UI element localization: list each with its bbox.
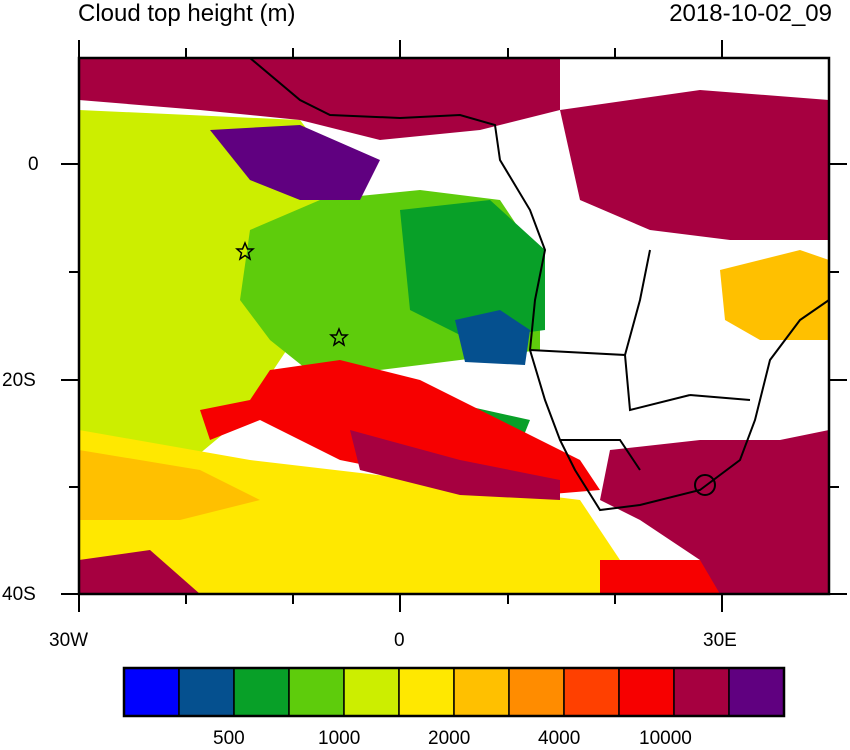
plot-title: Cloud top height (m) bbox=[78, 0, 296, 27]
lon-label: 0 bbox=[394, 630, 405, 651]
cloud-darkgreen bbox=[400, 200, 545, 340]
cloud-crimson-north bbox=[79, 58, 560, 140]
markers bbox=[235, 241, 349, 347]
cloud-crimson-southeast bbox=[600, 430, 829, 594]
lat-label: 40S bbox=[2, 584, 36, 605]
colorbar-frame bbox=[122, 666, 786, 718]
colorbar bbox=[122, 666, 786, 718]
star-marker bbox=[329, 327, 349, 347]
ticks bbox=[61, 40, 847, 612]
colorbar-swatch bbox=[618, 667, 675, 717]
datetime-label: 2018-10-02_09 bbox=[669, 0, 832, 27]
cloud-crimson-band bbox=[350, 430, 560, 500]
cloud-orange-south bbox=[79, 450, 260, 520]
cloud-purple bbox=[210, 125, 380, 200]
colorbar-swatch bbox=[673, 667, 730, 717]
colorbar-label: 4000 bbox=[538, 728, 581, 749]
map-frame bbox=[77, 56, 831, 596]
cloud-yellowgreen bbox=[79, 110, 360, 480]
colorbar-label: 500 bbox=[213, 728, 245, 749]
lat-label: 0 bbox=[28, 154, 39, 175]
colorbar-label: 1000 bbox=[318, 728, 361, 749]
colorbar-swatch bbox=[233, 667, 290, 717]
colorbar-label: 2000 bbox=[428, 728, 471, 749]
cloud-red-southeast bbox=[600, 560, 720, 594]
cloud-crimson-east bbox=[560, 90, 829, 240]
coastline bbox=[249, 58, 829, 512]
colorbar-swatch bbox=[343, 667, 400, 717]
lat-label: 20S bbox=[2, 370, 36, 391]
colorbar-swatch bbox=[563, 667, 620, 717]
cloud-orange-east bbox=[720, 250, 829, 340]
colorbar-swatch bbox=[398, 667, 455, 717]
colorbar-swatch bbox=[178, 667, 235, 717]
lon-label: 30W bbox=[49, 630, 89, 651]
colorbar-label: 10000 bbox=[639, 728, 692, 749]
star-marker bbox=[235, 241, 255, 261]
cloud-red-bands bbox=[200, 360, 600, 495]
cloud-blue bbox=[455, 310, 530, 365]
colorbar-swatch bbox=[453, 667, 510, 717]
cloud-field bbox=[79, 58, 829, 594]
lon-label: 30E bbox=[703, 630, 737, 651]
colorbar-swatch bbox=[123, 667, 180, 717]
colorbar-swatch bbox=[508, 667, 565, 717]
cloud-yellow-south bbox=[79, 430, 620, 594]
colorbar-swatch bbox=[288, 667, 345, 717]
cloud-crimson-sw bbox=[79, 550, 200, 594]
colorbar-swatch bbox=[728, 667, 785, 717]
